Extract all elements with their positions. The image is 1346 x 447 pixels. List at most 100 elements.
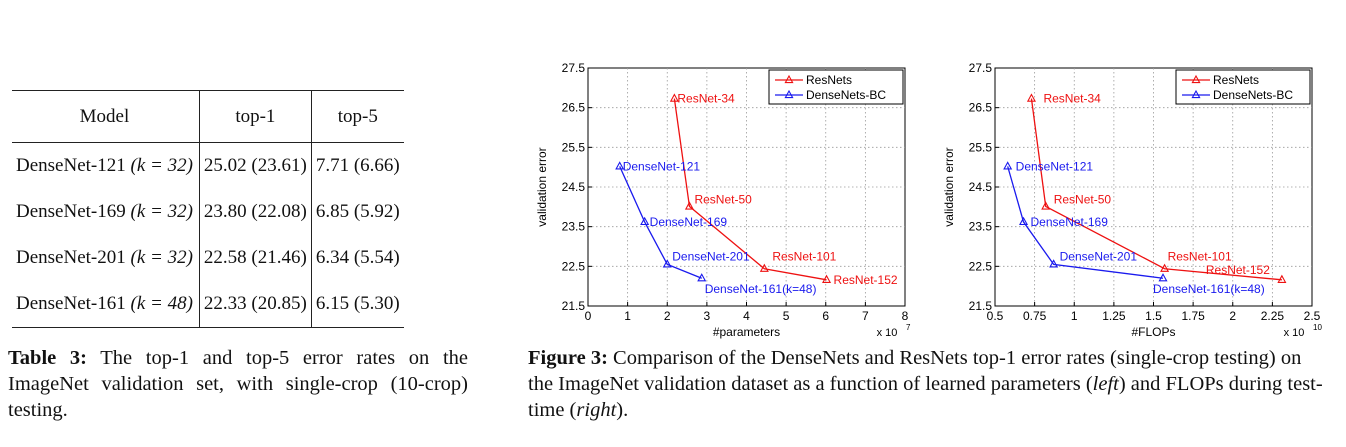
flops-chart: 0.5 0.75 1 1.25 1.5 1.75 2 2.25 2.5 21.5 22.5 23.5 2… xyxy=(942,61,1322,339)
table-row: DenseNet-161 (k = 48) 22.33 (20.85) 6.15… xyxy=(12,281,404,328)
data-label: DenseNet-161(k=48) xyxy=(705,282,817,296)
model-name: DenseNet-201 xyxy=(16,247,126,268)
x-tick-label: 0.75 xyxy=(1023,309,1047,323)
header-top5: top-5 xyxy=(311,90,404,143)
y-tick-label: 25.5 xyxy=(969,140,993,154)
y-tick-label: 27.5 xyxy=(969,61,993,75)
legend-label: DenseNets-BC xyxy=(1213,88,1293,102)
legend-label: DenseNets-BC xyxy=(806,88,886,102)
data-point xyxy=(1003,161,1013,170)
table-caption-text: The top-1 and top-5 error rates on the I… xyxy=(8,347,468,421)
data-point xyxy=(669,93,679,102)
data-label: DenseNet-161(k=48) xyxy=(1153,282,1265,296)
y-tick-label: 26.5 xyxy=(969,101,993,115)
data-point xyxy=(662,259,672,268)
data-point xyxy=(640,216,650,226)
data-label: ResNet-101 xyxy=(772,250,836,264)
model-cell: DenseNet-121 (k = 32) xyxy=(12,142,200,189)
top5-cell: 6.34 (5.54) xyxy=(315,247,400,268)
x-tick-label: 7 xyxy=(862,309,869,323)
top5-cell: 6.85 (5.92) xyxy=(315,201,400,222)
top1-cell: 22.58 (21.46) xyxy=(199,235,312,281)
x-tick-label: 1.75 xyxy=(1181,309,1205,323)
x-multiplier-label: x 10 xyxy=(877,327,898,339)
data-point xyxy=(1049,259,1059,268)
data-label: DenseNet-201 xyxy=(672,249,750,263)
table-caption: Table 3: The top-1 and top-5 error rates… xyxy=(8,345,468,423)
growth-rate: (k = 32) xyxy=(130,247,193,268)
x-tick-label: 1 xyxy=(624,309,631,323)
series-line-1 xyxy=(1007,166,1164,279)
table-row: DenseNet-121 (k = 32) 25.02 (23.61) 7.71… xyxy=(12,142,404,189)
x-multiplier-exponent: 10 xyxy=(1313,323,1322,332)
legend-label: ResNets xyxy=(1213,73,1259,87)
data-label: DenseNet-169 xyxy=(1031,215,1109,229)
table-header-row: Model top-1 top-5 xyxy=(12,90,404,143)
data-point xyxy=(822,274,832,283)
top1-cell: 22.33 (20.85) xyxy=(199,281,312,328)
legend-box xyxy=(1175,69,1311,105)
x-tick-label: 2 xyxy=(664,309,671,323)
model-cell: DenseNet-169 (k = 32) xyxy=(12,189,200,235)
y-tick-label: 21.5 xyxy=(562,299,586,313)
header-top1: top-1 xyxy=(199,90,312,143)
data-label: ResNet-152 xyxy=(1206,263,1270,277)
y-axis-label: validation error xyxy=(942,147,956,226)
top5-cell: 6.15 (5.30) xyxy=(311,281,404,328)
results-table: Model top-1 top-5 DenseNet-121 (k = 32) … xyxy=(12,90,404,328)
legend-label: ResNets xyxy=(806,73,852,87)
x-tick-label: 8 xyxy=(902,309,909,323)
x-tick-label: 5 xyxy=(783,309,790,323)
y-tick-label: 22.5 xyxy=(969,259,993,273)
data-point xyxy=(1277,274,1287,283)
data-point xyxy=(759,263,769,272)
data-point xyxy=(1158,273,1168,282)
legend-marker xyxy=(1191,74,1201,84)
y-tick-label: 23.5 xyxy=(969,220,993,234)
data-label: ResNet-152 xyxy=(834,273,898,287)
figure-caption: Figure 3: Comparison of the DenseNets an… xyxy=(528,345,1324,423)
table-caption-label: Table 3: xyxy=(8,347,87,369)
legend-marker xyxy=(1191,89,1201,99)
y-tick-label: 23.5 xyxy=(562,220,586,234)
data-point xyxy=(697,273,707,282)
x-tick-label: 1 xyxy=(1071,309,1078,323)
x-tick-label: 6 xyxy=(822,309,829,323)
data-label: ResNet-50 xyxy=(1054,192,1112,206)
results-table-block: Model top-1 top-5 DenseNet-121 (k = 32) … xyxy=(12,90,460,328)
data-point xyxy=(1160,263,1170,272)
figure-caption-right: right xyxy=(576,399,617,421)
x-tick-label: 1.5 xyxy=(1145,309,1162,323)
top1-cell: 25.02 (23.61) xyxy=(199,142,312,189)
data-label: DenseNet-169 xyxy=(650,215,728,229)
figure-caption-text-1: Comparison of the DenseNets and ResNets … xyxy=(528,347,1302,395)
x-tick-label: 4 xyxy=(743,309,750,323)
x-axis-label: #parameters xyxy=(713,325,780,339)
y-tick-label: 27.5 xyxy=(562,61,586,75)
y-axis-label: validation error xyxy=(535,147,549,226)
model-name: DenseNet-121 xyxy=(16,155,126,176)
data-label: DenseNet-201 xyxy=(1060,249,1138,263)
data-point xyxy=(615,161,625,170)
data-point xyxy=(684,201,694,210)
y-tick-label: 26.5 xyxy=(562,101,586,115)
data-label: DenseNet-121 xyxy=(623,159,701,173)
table-body: DenseNet-121 (k = 32) 25.02 (23.61) 7.71… xyxy=(12,142,404,328)
model-name: DenseNet-169 xyxy=(16,201,126,222)
x-tick-label: 2 xyxy=(1229,309,1236,323)
series-line-1 xyxy=(619,166,702,279)
model-cell: DenseNet-201 (k = 32) xyxy=(12,235,200,281)
x-tick-label: 0.5 xyxy=(987,309,1004,323)
figure-caption-left: left xyxy=(1092,373,1119,395)
model-cell: DenseNet-161 (k = 48) xyxy=(12,281,200,328)
figure-caption-label: Figure 3: xyxy=(528,347,608,369)
series-line-0 xyxy=(673,98,827,281)
x-multiplier-exponent: 7 xyxy=(906,323,911,332)
data-point xyxy=(1019,216,1029,226)
params-chart: 0 1 2 3 4 5 6 7 821.522.523.524.525.526.527.5#pa… xyxy=(535,61,911,339)
table-row: DenseNet-169 (k = 32) 23.80 (22.08) 6.85… xyxy=(12,189,404,235)
data-point xyxy=(1026,93,1036,102)
x-tick-label: 1.25 xyxy=(1102,309,1126,323)
y-tick-label: 24.5 xyxy=(969,180,993,194)
x-axis-label: #FLOPs xyxy=(1131,325,1175,339)
